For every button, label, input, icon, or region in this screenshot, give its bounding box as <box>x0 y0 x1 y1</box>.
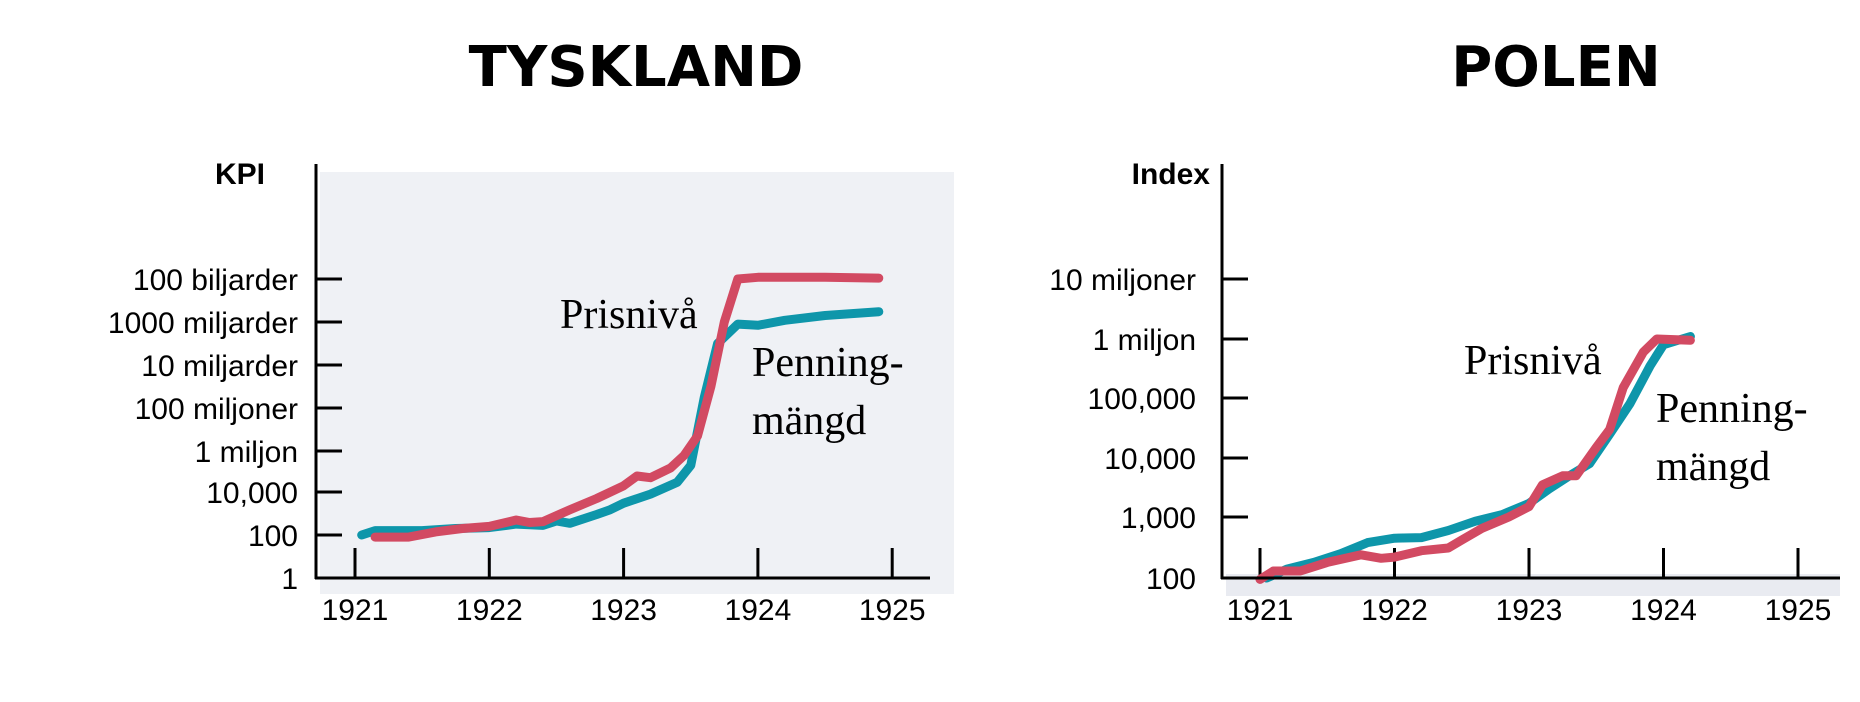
series-line-prisniva <box>370 272 884 542</box>
y-tick-label: 1 <box>281 563 298 596</box>
y-tick-label: 100 <box>248 520 298 553</box>
annotation-prisniva: Prisnivå <box>1464 338 1602 384</box>
x-tick-label: 1924 <box>725 594 792 627</box>
y-tick-label: 10,000 <box>206 477 298 510</box>
y-tick-label: 1 miljon <box>1093 324 1196 357</box>
y-tick-label: 100 biljarder <box>133 264 298 297</box>
x-tick-label: 1921 <box>322 594 389 627</box>
x-tick-label: 1923 <box>590 594 657 627</box>
series-line-prisniva <box>1255 334 1695 584</box>
y-tick-label: 10 miljarder <box>141 350 298 383</box>
plot-background <box>320 172 954 594</box>
chart-poland: POLEN Index 100 1,000 10,000 100,000 1 miljo… <box>1049 35 1840 627</box>
series-line-penningmangd <box>1262 332 1695 583</box>
x-tick-label: 1922 <box>456 594 523 627</box>
x-tick-label: 1922 <box>1361 594 1428 627</box>
y-tick-label: 10,000 <box>1104 443 1196 476</box>
annotation-penning: Penning- <box>1656 386 1808 432</box>
y-tick-label: 100,000 <box>1088 383 1196 416</box>
y-tick-label: 1,000 <box>1121 502 1196 535</box>
annotation-mangd: mängd <box>752 398 866 444</box>
y-tick-label: 1 miljon <box>195 436 298 469</box>
x-tick-label: 1923 <box>1496 594 1563 627</box>
y-axis-label: KPI <box>215 158 265 191</box>
y-tick-label: 100 <box>1146 563 1196 596</box>
y-tick-label: 100 miljoner <box>135 393 298 426</box>
x-tick-label: 1925 <box>859 594 926 627</box>
annotation-penning: Penning- <box>752 340 904 386</box>
y-tick-label: 10 miljoner <box>1049 264 1196 297</box>
x-tick-label: 1921 <box>1227 594 1294 627</box>
x-tick-label: 1924 <box>1630 594 1697 627</box>
chart-title: TYSKLAND <box>469 35 804 100</box>
y-axis-label: Index <box>1132 158 1211 191</box>
annotation-mangd: mängd <box>1656 444 1770 490</box>
y-tick-label: 1000 miljarder <box>108 307 298 340</box>
chart-germany: TYSKLAND KPI 1 100 10,000 1 miljon 100 miljo… <box>108 35 954 627</box>
chart-title: POLEN <box>1451 35 1660 100</box>
annotation-prisniva: Prisnivå <box>560 292 698 338</box>
x-tick-label: 1925 <box>1765 594 1832 627</box>
